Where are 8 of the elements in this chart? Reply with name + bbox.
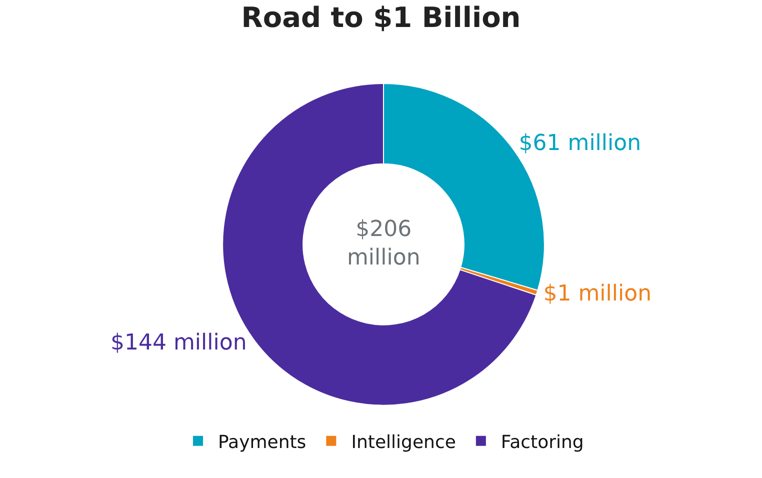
data-label: $144 million <box>110 330 247 356</box>
text: $206 million <box>347 217 420 271</box>
chart-title: Road to $1 Billion <box>241 0 521 34</box>
legend-label: Payments <box>218 432 306 453</box>
legend-label: Intelligence <box>351 432 456 453</box>
legend-label: Factoring <box>500 432 584 453</box>
data-label: $61 million <box>518 131 642 156</box>
data-label: $1 million <box>543 281 652 306</box>
